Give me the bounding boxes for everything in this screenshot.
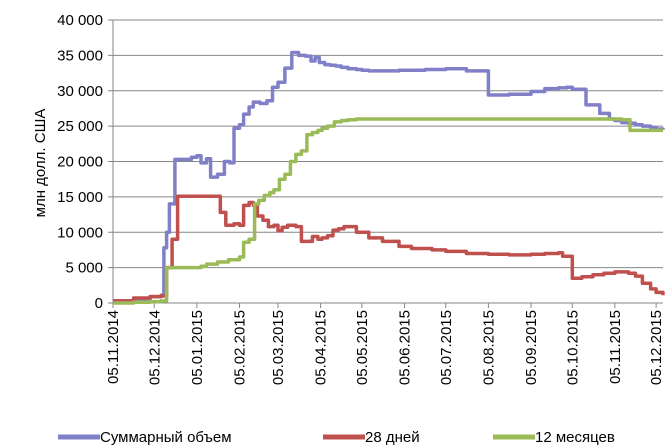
y-tick-label: 35 000 [57, 47, 103, 64]
legend-label: 12 месяцев [535, 429, 615, 446]
x-tick-label: 05.10.2015 [564, 310, 581, 385]
legend-label: 28 дней [365, 429, 420, 446]
x-tick-label: 05.07.2015 [438, 310, 455, 385]
y-axis-label: млн долл. США [32, 109, 49, 218]
legend-label: Суммарный объем [100, 429, 232, 446]
y-tick-label: 5 000 [65, 260, 103, 277]
x-tick-label: 05.12.2015 [648, 310, 665, 385]
x-tick-label: 05.02.2015 [232, 310, 249, 385]
x-tick-label: 05.11.2015 [607, 310, 624, 384]
series-line [113, 50, 665, 303]
y-tick-labels: 0 5 000 10 000 15 000 20 000 25 000 30 000 35 0… [57, 12, 103, 312]
x-tick-label: 05.06.2015 [397, 310, 414, 385]
x-tick-labels: 05.11.2014 05.12.2014 05.01.2015 05.02.2015… [105, 310, 665, 385]
x-tick-label: 05.12.2014 [146, 310, 163, 385]
x-tick-label: 05.08.2015 [480, 310, 497, 385]
y-tick-label: 25 000 [57, 118, 103, 135]
x-tick-label: 05.09.2015 [523, 310, 540, 385]
series-line [113, 117, 663, 305]
x-tick-label: 05.01.2015 [189, 310, 206, 385]
y-tick-label: 40 000 [57, 12, 103, 29]
y-tick-label: 20 000 [57, 154, 103, 171]
y-tick-label: 15 000 [57, 189, 103, 206]
x-tick-label: 05.05.2015 [354, 310, 371, 385]
x-tick-marks [112, 303, 657, 308]
legend: Суммарный объем 28 дней 12 месяцев [58, 429, 615, 446]
y-tick-label: 10 000 [57, 224, 103, 241]
x-tick-label: 05.04.2015 [313, 310, 330, 385]
y-tick-label: 30 000 [57, 83, 103, 100]
x-tick-label: 05.03.2015 [270, 310, 287, 385]
series-line [113, 194, 665, 303]
series-lines [113, 50, 665, 305]
gridlines [108, 19, 663, 304]
y-tick-label: 0 [95, 295, 103, 312]
x-tick-label: 05.11.2014 [105, 310, 122, 384]
